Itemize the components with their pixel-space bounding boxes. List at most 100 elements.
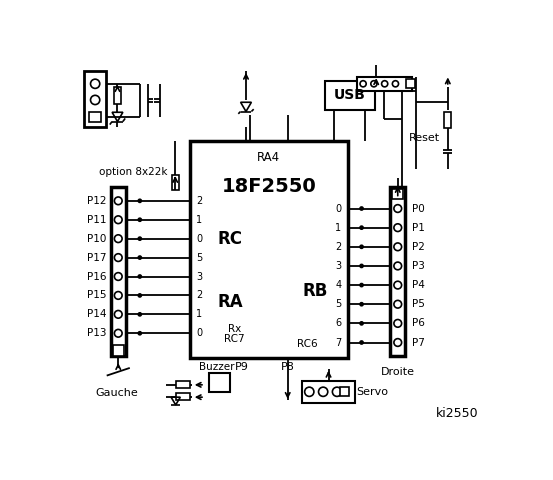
Text: 2: 2 [196,196,202,206]
Text: P16: P16 [87,272,107,281]
Bar [357,77,413,91]
Bar [340,387,349,396]
Circle shape [114,329,122,337]
Circle shape [394,243,401,251]
Circle shape [138,275,142,278]
Text: 5: 5 [335,299,342,309]
Circle shape [114,235,122,242]
Text: P0: P0 [411,204,424,214]
Text: P10: P10 [87,234,107,244]
Text: 5: 5 [196,252,202,263]
Text: option 8x22k: option 8x22k [100,167,168,177]
Text: Reset: Reset [409,133,440,144]
Bar [111,187,126,356]
Circle shape [360,303,363,306]
Text: 3: 3 [196,272,202,281]
Text: 1: 1 [336,223,342,233]
Text: 0: 0 [196,234,202,244]
Text: P5: P5 [411,299,425,309]
Circle shape [382,81,388,87]
Circle shape [394,204,401,212]
Text: 2: 2 [335,242,342,252]
Bar [406,79,415,88]
Bar [301,381,356,403]
Circle shape [138,313,142,316]
Circle shape [360,226,363,229]
Bar [190,141,348,358]
Circle shape [394,339,401,347]
Bar [176,381,190,388]
Circle shape [138,294,142,297]
Circle shape [360,264,363,267]
Bar [393,189,403,199]
Bar [325,81,375,110]
Text: P2: P2 [411,242,425,252]
Text: ki2550: ki2550 [436,407,479,420]
Text: 4: 4 [336,280,342,290]
Text: P12: P12 [87,196,107,206]
Text: USB: USB [333,88,366,102]
Circle shape [305,387,314,396]
Circle shape [394,262,401,270]
Bar [114,87,121,104]
Text: 3: 3 [336,261,342,271]
Bar [172,175,179,190]
Text: P11: P11 [87,215,107,225]
Circle shape [360,341,363,344]
Circle shape [394,320,401,327]
Text: P6: P6 [411,318,425,328]
Circle shape [394,281,401,289]
Bar [85,72,106,127]
Text: 0: 0 [336,204,342,214]
Text: RA4: RA4 [257,151,280,164]
Text: Servo: Servo [357,387,388,397]
Circle shape [360,207,363,210]
Circle shape [360,245,363,248]
Circle shape [393,81,399,87]
Text: RC: RC [217,230,242,248]
Circle shape [138,332,142,335]
Text: P9: P9 [234,362,248,372]
Text: RC7: RC7 [224,335,245,345]
Text: Rx: Rx [228,324,241,334]
Circle shape [91,96,100,105]
Text: 2: 2 [196,290,202,300]
Bar [445,111,451,129]
Circle shape [360,322,363,325]
Text: RB: RB [302,282,328,300]
Circle shape [114,254,122,262]
Circle shape [138,218,142,221]
Text: P17: P17 [87,252,107,263]
Text: Droite: Droite [381,367,415,377]
Text: 7: 7 [335,337,342,348]
Text: P3: P3 [411,261,425,271]
Bar [390,187,405,356]
Circle shape [91,79,100,88]
Circle shape [114,273,122,280]
Text: 1: 1 [196,215,202,225]
Circle shape [319,387,328,396]
Circle shape [360,81,366,87]
Text: 18F2550: 18F2550 [221,178,316,196]
Text: P7: P7 [411,337,425,348]
Bar [176,393,190,400]
Circle shape [114,216,122,224]
Bar [209,373,231,392]
Circle shape [114,197,122,204]
Circle shape [138,256,142,259]
Text: P1: P1 [411,223,425,233]
Bar [113,345,124,356]
Circle shape [114,291,122,299]
Circle shape [138,199,142,203]
Text: RA: RA [217,293,243,312]
Bar [89,111,101,122]
Text: Buzzer: Buzzer [199,362,234,372]
Circle shape [114,311,122,318]
Circle shape [332,387,342,396]
Text: P13: P13 [87,328,107,338]
Text: 0: 0 [196,328,202,338]
Circle shape [394,300,401,308]
Text: P8: P8 [281,362,295,372]
Text: P4: P4 [411,280,425,290]
Text: P15: P15 [87,290,107,300]
